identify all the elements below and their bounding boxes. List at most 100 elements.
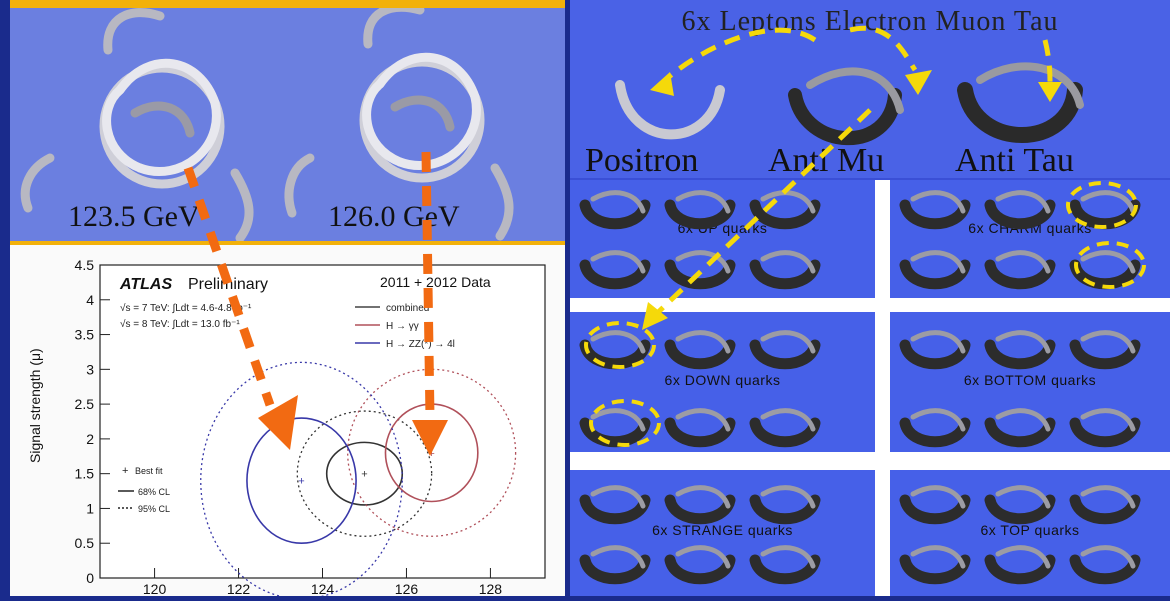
anti-mu-knot-icon	[788, 67, 904, 146]
atlas-plot-panel: Signal strength (μ) 0 0.5 1 1.5 2 2.5 3 3.5 4 4.5…	[10, 245, 565, 600]
best-fit-point-1: +	[428, 448, 434, 460]
quark-knot-icon	[899, 545, 971, 585]
grid-divider-1	[570, 298, 1170, 312]
quark-knot-icon	[899, 485, 971, 525]
quark-knot-icon	[664, 485, 736, 525]
y-tick-label: 4.5	[75, 257, 95, 273]
yellow-highlights	[584, 108, 1146, 447]
legend-zz: H → ZZ(*) → 4l	[386, 339, 455, 350]
quark-knot-icon	[579, 250, 651, 290]
quark-knot-icon	[749, 545, 821, 585]
contour-95-2	[200, 361, 403, 600]
highlight-charm-2	[1074, 241, 1146, 289]
quark-knot-icon	[749, 485, 821, 525]
leptons-banner: 6x Leptons Electron Muon Tau	[681, 6, 1059, 37]
quark-knot-icon	[749, 330, 821, 370]
quark-knot-icon	[664, 190, 736, 230]
contours	[200, 361, 517, 600]
positron-knot-icon	[615, 80, 725, 140]
contour-95-0	[296, 410, 433, 537]
mass-label-left: 123.5 GeV	[68, 200, 200, 233]
atlas-label: ATLAS	[119, 276, 172, 293]
yellow-arrowhead-2	[905, 70, 932, 95]
highlight-charm-1	[1066, 181, 1138, 229]
quark-knot-icon	[664, 330, 736, 370]
anti-mu-label: Anti Mu	[768, 142, 885, 178]
legend-bottom-left: + Best fit 68% CL 95% CL	[118, 465, 170, 514]
quark-knot-icon	[984, 545, 1056, 585]
particle-knot-collage: 6x Leptons Electron Muon Tau Positron An…	[570, 0, 1170, 596]
x-tick-label: 120	[143, 581, 167, 596]
anti-tau-label: Anti Tau	[955, 142, 1074, 178]
quark-knot-icon	[664, 408, 736, 448]
quark-knot-icon	[1069, 485, 1141, 525]
bottom-quarks-label: 6x BOTTOM quarks	[963, 372, 1097, 388]
y-tick-label: 2	[86, 431, 94, 447]
arrow-right-head	[412, 420, 448, 456]
yellow-dashed-arrows	[658, 25, 1053, 87]
contour-68-2	[246, 417, 357, 545]
quark-knot-icon	[984, 485, 1056, 525]
y-tick-label: 0.5	[75, 535, 95, 551]
quark-knot-icon	[984, 330, 1056, 370]
quark-knot-icon	[1069, 408, 1141, 448]
quark-knot-icon	[749, 408, 821, 448]
y-tick-label: 4	[86, 292, 94, 308]
signal-strength-chart: Signal strength (μ) 0 0.5 1 1.5 2 2.5 3 3.5 4 4.5…	[27, 257, 546, 600]
lumi-line-1: √s = 7 TeV: ∫Ldt = 4.6-4.8 fb⁻¹	[120, 302, 252, 314]
plot-frame	[99, 264, 546, 579]
grid-divider-vertical	[875, 180, 890, 596]
orange-arrows-overlay	[183, 151, 448, 456]
legend-combined: combined	[386, 303, 429, 314]
x-tick-label: 128	[479, 581, 503, 596]
quark-knot-icon	[664, 545, 736, 585]
preliminary-label: Preliminary	[188, 276, 268, 293]
x-tick-label: 124	[311, 581, 335, 596]
highlight-down-2	[589, 399, 661, 447]
knot-photos	[20, 8, 514, 241]
data-label: 2011 + 2012 Data	[380, 274, 491, 290]
lepton-knots	[615, 25, 1084, 146]
y-tick-label: 1.5	[75, 466, 95, 482]
quark-knot-icon	[984, 190, 1056, 230]
y-tick-label: 0	[86, 570, 94, 586]
y-ticks: 0 0.5 1 1.5 2 2.5 3 3.5 4 4.5	[75, 257, 110, 586]
quark-knot-icon	[579, 408, 651, 448]
mass-label-right: 126.0 GeV	[328, 200, 460, 233]
legend-bestfit-marker: +	[122, 465, 128, 477]
quark-knot-icon	[899, 190, 971, 230]
quark-knot-icon	[1069, 545, 1141, 585]
quark-knot-icon	[1069, 330, 1141, 370]
right-knot-image	[284, 8, 514, 241]
arrow-right	[421, 151, 435, 419]
quark-knot-icon	[899, 250, 971, 290]
anti-tau-knot-icon	[957, 62, 1084, 143]
legend-bestfit: Best fit	[135, 466, 163, 476]
yellow-arrowhead-3	[1038, 82, 1062, 102]
quark-knot-icon	[579, 485, 651, 525]
y-tick-label: 3	[86, 361, 94, 377]
y-tick-label: 1	[86, 500, 94, 516]
x-tick-label: 126	[395, 581, 419, 596]
arrow-left	[183, 166, 275, 407]
contour-95-1	[347, 368, 517, 537]
quark-knot-icon	[664, 250, 736, 290]
y-tick-label: 2.5	[75, 396, 95, 412]
positron-label: Positron	[585, 142, 699, 178]
left-knot-image	[20, 8, 254, 241]
top-quarks-label: 6x TOP quarks	[980, 522, 1080, 538]
quark-knot-icon	[749, 250, 821, 290]
highlight-down-1	[584, 321, 656, 369]
knot-photo-panel: 123.5 GeV 126.0 GeV	[10, 0, 565, 245]
legend-gg: H → γγ	[386, 321, 419, 332]
yellow-arrowhead-1	[650, 72, 674, 96]
x-tick-label: 122	[227, 581, 251, 596]
quark-knot-icon	[579, 190, 651, 230]
grid-divider-2	[570, 452, 1170, 470]
yellow-diagonal-arrowhead	[642, 302, 668, 330]
quark-knot-icon	[899, 330, 971, 370]
y-axis-label: Signal strength (μ)	[27, 348, 43, 463]
quark-knots	[579, 190, 1141, 585]
legend-68: 68% CL	[138, 487, 170, 497]
strange-quarks-label: 6x STRANGE quarks	[652, 522, 793, 538]
